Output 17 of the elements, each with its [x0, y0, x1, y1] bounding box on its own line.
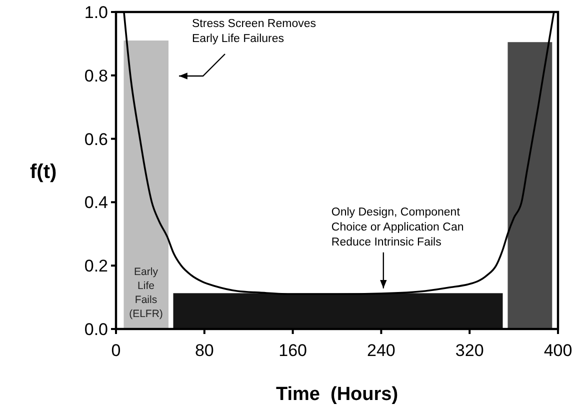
x-tick-label: 80	[194, 341, 214, 360]
y-tick-label: 0.2	[84, 256, 108, 276]
annotation: Early Life Fails (ELFR)	[129, 266, 163, 320]
y-tick-label: 0.0	[84, 320, 108, 339]
x-axis-title: Time (Hours)	[276, 384, 398, 405]
y-tick-label: 0.4	[84, 193, 108, 212]
x-tick-label: 240	[367, 341, 396, 360]
y-axis-title: f(t)	[30, 161, 57, 183]
y-tick-label: 0.8	[84, 66, 108, 86]
x-tick-label: 320	[455, 341, 484, 360]
y-tick-label: 0.6	[84, 130, 108, 149]
x-tick-label: 0	[111, 341, 121, 360]
annotation: Stress Screen Removes Early Life Failures	[192, 18, 316, 45]
x-tick-label: 400	[544, 341, 572, 360]
annotation: Only Design, Component Choice or Application Can Reduce Intrinsic Fails	[331, 206, 464, 248]
x-tick-label: 160	[278, 341, 307, 360]
y-tick-label: 1.0	[84, 3, 108, 22]
